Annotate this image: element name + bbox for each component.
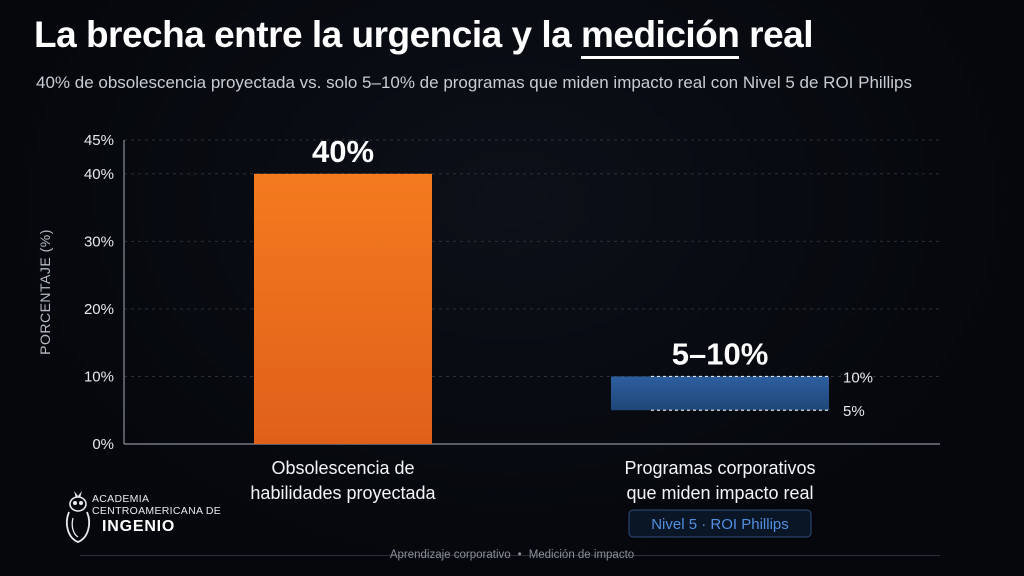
category-label: Programas corporativos [624,458,815,478]
y-tick-label: 45% [84,132,114,149]
title-suffix: real [739,14,814,55]
page-title: La brecha entre la urgencia y la medició… [34,14,814,59]
footer-separator: • [517,549,522,561]
bar-value-label: 40% [312,134,374,169]
academy-logo: ACADEMIA CENTROAMERICANA DE INGENIO [62,490,262,546]
category-label: Obsolescencia de [271,458,414,478]
range-label: 5% [843,403,865,420]
y-tick-label: 10% [84,368,114,385]
y-tick-label: 40% [84,166,114,183]
subtitle: 40% de obsolescencia proyectada vs. solo… [36,73,912,92]
footer-right: Medición de impacto [528,549,635,561]
title-highlight: medición [580,14,740,59]
nivel-badge [628,509,812,538]
footer-left: Aprendizaje corporativo [389,549,511,561]
category-label: habilidades proyectada [250,483,436,503]
owl-icon [65,491,91,543]
logo-line-3: INGENIO [102,518,176,535]
title-prefix: La brecha entre la urgencia y la [34,14,581,55]
y-tick-label: 20% [84,301,114,318]
y-axis-title: PORCENTAJE (%) [37,229,53,355]
bar [254,173,432,444]
nivel-badge-label: Nivel 5 · ROI Phillips [651,516,789,533]
footer: Aprendizaje corporativo • Medición de impa… [0,549,1024,561]
bar-value-label: 5–10% [672,336,769,371]
footer-divider [80,555,940,556]
logo-line-1: ACADEMIA [92,493,150,505]
bar [611,376,829,411]
logo-line-2: CENTROAMERICANA DE [92,505,222,517]
category-label: que miden impacto real [626,483,813,503]
y-tick-label: 30% [84,233,114,250]
range-label: 10% [843,369,873,386]
y-tick-label: 0% [92,436,114,453]
